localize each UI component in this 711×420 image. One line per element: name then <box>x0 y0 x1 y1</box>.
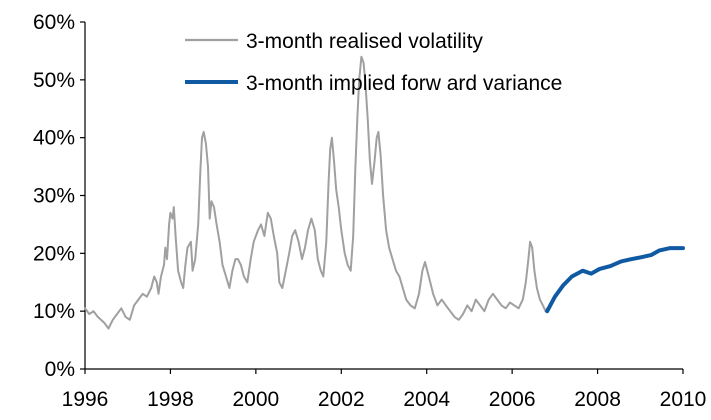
y-tick-label: 10% <box>33 300 75 323</box>
x-tick-label: 1998 <box>147 388 194 411</box>
x-tick-label: 2000 <box>232 388 279 411</box>
y-axis-tick-labels: 0% 10% 20% 30% 40% 50% 60% <box>33 11 75 381</box>
y-tick-label: 50% <box>33 69 75 92</box>
x-tick-label: 2004 <box>403 388 450 411</box>
y-tick-label: 40% <box>33 127 75 150</box>
axes <box>80 21 684 374</box>
y-tick-label: 20% <box>33 242 75 265</box>
x-tick-label: 2010 <box>660 388 707 411</box>
x-tick-label: 2006 <box>489 388 536 411</box>
legend: 3-month realised volatility 3-month impl… <box>185 30 562 95</box>
y-tick-label: 30% <box>33 185 75 208</box>
x-tick-label: 2008 <box>574 388 621 411</box>
y-tick-label: 60% <box>33 11 75 34</box>
x-axis-tick-labels: 1996 1998 2000 2002 2004 2006 2008 2010 <box>62 388 707 411</box>
y-tick-label: 0% <box>45 358 75 381</box>
series-line-implied-forward-variance <box>545 246 685 314</box>
legend-label-realised-volatility: 3-month realised volatility <box>246 30 483 53</box>
series-line-realised-volatility <box>84 55 549 330</box>
series-layer <box>84 55 685 330</box>
x-tick-label: 2002 <box>318 388 365 411</box>
x-tick-label: 1996 <box>62 388 109 411</box>
legend-label-implied-forward-variance: 3-month implied forw ard variance <box>246 72 562 95</box>
